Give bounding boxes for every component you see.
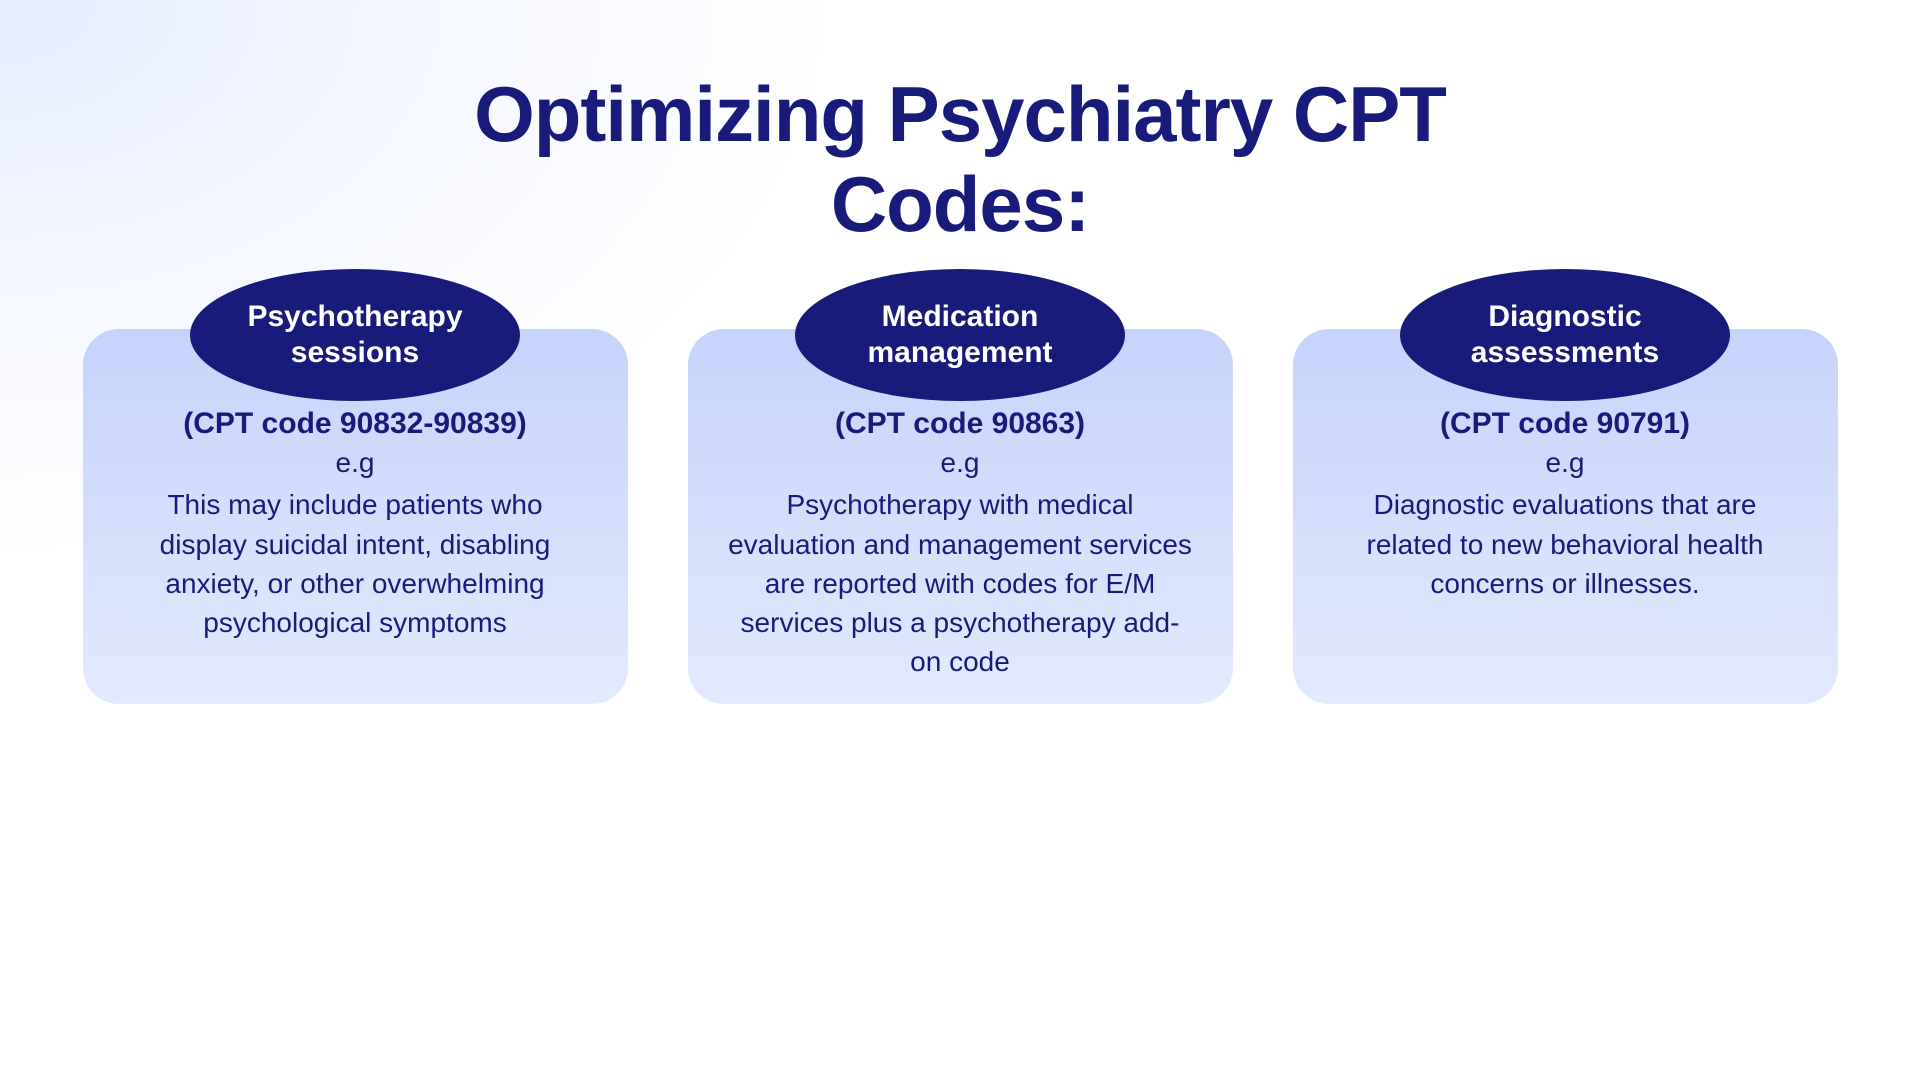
card-description: This may include patients who display su… xyxy=(123,485,588,642)
page-title: Optimizing Psychiatry CPT Codes: xyxy=(474,70,1446,249)
cpt-code: (CPT code 90832-90839) xyxy=(123,407,588,441)
eg-label: e.g xyxy=(728,447,1193,479)
card-description: Diagnostic evaluations that are related … xyxy=(1333,485,1798,603)
title-line-1: Optimizing Psychiatry CPT xyxy=(474,70,1446,158)
pill-label-line1: Psychotherapy xyxy=(247,300,462,333)
card-psychotherapy: Psychotherapy sessions (CPT code 90832-9… xyxy=(83,329,628,704)
cpt-code: (CPT code 90863) xyxy=(728,407,1193,441)
pill-label-line2: assessments xyxy=(1471,336,1659,369)
cards-row: Psychotherapy sessions (CPT code 90832-9… xyxy=(0,329,1920,704)
card-diagnostic: Diagnostic assessments (CPT code 90791) … xyxy=(1293,329,1838,704)
infographic-page: Optimizing Psychiatry CPT Codes: Psychot… xyxy=(0,0,1920,1080)
card-description: Psychotherapy with medical evaluation an… xyxy=(728,485,1193,681)
pill-label-line1: Diagnostic xyxy=(1488,300,1641,333)
pill-label-line1: Medication xyxy=(882,300,1039,333)
pill-label-line2: management xyxy=(867,336,1052,369)
cpt-code: (CPT code 90791) xyxy=(1333,407,1798,441)
eg-label: e.g xyxy=(123,447,588,479)
pill-medication: Medication management xyxy=(795,269,1125,401)
title-line-2: Codes: xyxy=(831,160,1089,248)
pill-label-line2: sessions xyxy=(291,336,419,369)
pill-diagnostic: Diagnostic assessments xyxy=(1400,269,1730,401)
pill-psychotherapy: Psychotherapy sessions xyxy=(190,269,520,401)
eg-label: e.g xyxy=(1333,447,1798,479)
card-medication: Medication management (CPT code 90863) e… xyxy=(688,329,1233,704)
